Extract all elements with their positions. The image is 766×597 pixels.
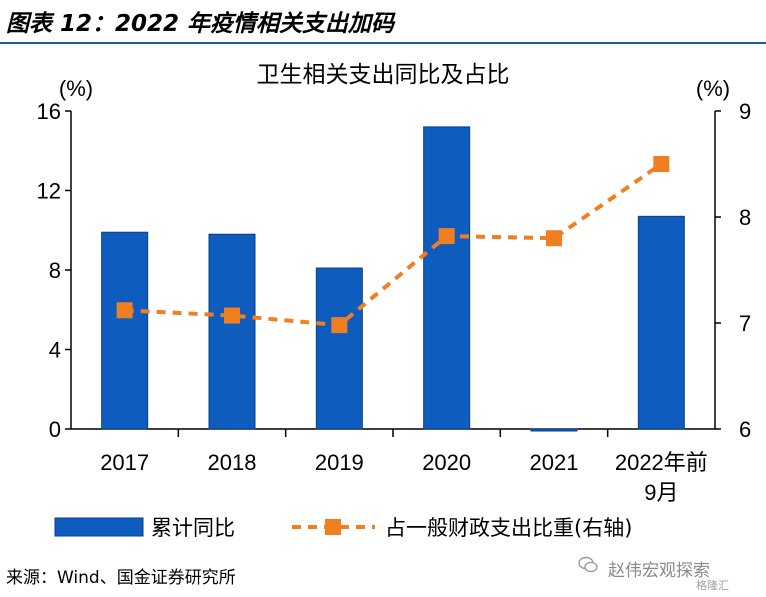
line-marker (653, 156, 670, 172)
line-series (124, 162, 663, 328)
y-right-tick-label: 8 (739, 205, 751, 230)
legend-swatch-bar (54, 517, 144, 537)
bar (530, 428, 578, 432)
y-left-tick-label: 8 (49, 258, 61, 283)
bar (101, 231, 149, 430)
line-marker (331, 317, 348, 334)
x-tick-label: 2017 (100, 450, 149, 475)
y-right-tick-label: 7 (739, 311, 751, 336)
y-left-tick-label: 4 (49, 338, 61, 363)
x-tick-label: 2018 (208, 450, 257, 475)
figure-title: 图表 12：2022 年疫情相关支出加码 (6, 11, 395, 37)
bar (315, 267, 363, 430)
y-right-tick-label: 6 (739, 417, 751, 442)
bar (208, 233, 256, 430)
x-tick-label: 2020 (422, 450, 471, 475)
legend-marker-line (325, 519, 341, 535)
title-divider (0, 42, 766, 44)
watermark: 赵伟宏观探索 (608, 561, 710, 581)
legend-label-bar: 累计同比 (151, 516, 235, 540)
watermark-sub: 格隆汇 (696, 579, 729, 592)
chart-title: 卫生相关支出同比及占比 (257, 62, 510, 88)
x-tick-label-line2: 9月 (644, 480, 678, 505)
source-note: 来源：Wind、国金证券研究所 (6, 568, 236, 588)
line-marker (116, 302, 133, 319)
y-left-tick-label: 16 (37, 99, 61, 124)
y-right-tick-label: 9 (739, 99, 751, 124)
legend-label-line: 占一般财政支出比重(右轴) (385, 516, 632, 540)
x-tick-label: 2022年前 (615, 450, 708, 475)
line-marker (546, 230, 562, 247)
bar (637, 215, 685, 430)
line-marker (224, 307, 240, 324)
line-marker (438, 228, 455, 245)
y-left-unit: (%) (59, 76, 93, 101)
wechat-icon (578, 556, 598, 573)
x-tick-label: 2021 (530, 450, 579, 475)
y-right-unit: (%) (696, 76, 730, 101)
bar (423, 126, 471, 430)
x-tick-label: 2019 (315, 450, 364, 475)
y-left-tick-label: 0 (49, 417, 61, 442)
y-left-tick-label: 12 (37, 179, 61, 204)
